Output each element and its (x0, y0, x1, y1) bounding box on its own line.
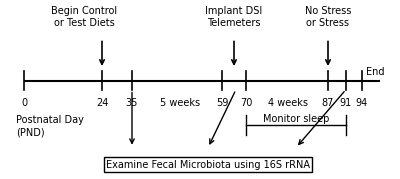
Text: 35: 35 (126, 98, 138, 108)
Text: Begin Control
or Test Diets: Begin Control or Test Diets (51, 6, 117, 28)
Text: 24: 24 (96, 98, 108, 108)
Text: 4 weeks: 4 weeks (268, 98, 308, 108)
Text: 94: 94 (356, 98, 368, 108)
Text: 5 weeks: 5 weeks (160, 98, 200, 108)
Text: Postnatal Day
(PND): Postnatal Day (PND) (16, 115, 84, 137)
Text: 0: 0 (21, 98, 27, 108)
Text: 91: 91 (340, 98, 352, 108)
Text: 87: 87 (322, 98, 334, 108)
Text: End: End (366, 67, 384, 77)
Text: Monitor sleep: Monitor sleep (263, 113, 329, 124)
Text: 59: 59 (216, 98, 228, 108)
Text: Implant DSI
Telemeters: Implant DSI Telemeters (205, 6, 263, 28)
Text: No Stress
or Stress: No Stress or Stress (305, 6, 351, 28)
Text: 70: 70 (240, 98, 252, 108)
Text: Examine Fecal Microbiota using 16S rRNA: Examine Fecal Microbiota using 16S rRNA (106, 160, 310, 170)
